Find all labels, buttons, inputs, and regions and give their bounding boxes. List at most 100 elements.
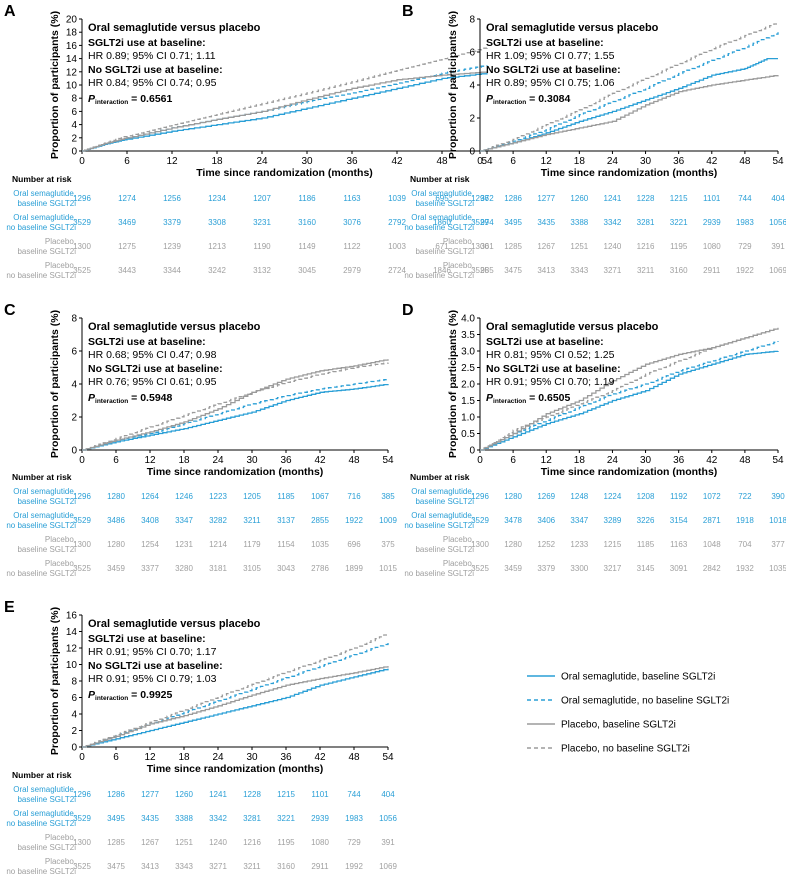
risk-cell: 1280 (107, 540, 125, 549)
risk-cell: 1048 (703, 540, 721, 549)
x-tick-label: 54 (382, 752, 394, 763)
x-tick-label: 42 (706, 156, 718, 167)
risk-cell: 1231 (175, 540, 193, 549)
annotation-hr-no-sglt2i: HR 0.91; 95% CI 0.79; 1.03 (88, 673, 217, 685)
x-tick-label: 12 (166, 156, 178, 167)
risk-table-title: Number at risk (12, 770, 72, 780)
risk-cell: 1277 (537, 194, 555, 203)
risk-cell: 1215 (670, 194, 688, 203)
risk-table-title: Number at risk (410, 472, 470, 482)
x-tick-label: 24 (212, 455, 224, 466)
x-tick-label: 36 (280, 752, 292, 763)
risk-cell: 1275 (118, 242, 136, 251)
y-tick-label: 8 (469, 15, 475, 26)
risk-cell: 1101 (311, 790, 329, 799)
risk-row-label: no baseline SGLT2i (6, 569, 76, 578)
risk-row-label: Oral semaglutide, (411, 213, 474, 222)
risk-cell: 3280 (175, 564, 193, 573)
risk-cell: 1213 (208, 242, 226, 251)
panel-letter: D (402, 302, 414, 319)
y-tick-label: 2 (71, 133, 77, 144)
series-line-4 (480, 22, 779, 152)
risk-cell: 3529 (471, 218, 489, 227)
risk-row-label: Oral semaglutide, (13, 213, 76, 222)
risk-cell: 1264 (141, 492, 159, 501)
p-interaction: Pinteraction = 0.3084 (486, 93, 570, 106)
risk-cell: 1267 (141, 838, 159, 847)
risk-cell: 1003 (388, 242, 406, 251)
risk-cell: 1185 (277, 492, 295, 501)
risk-cell: 3211 (637, 266, 655, 275)
y-tick-label: 10 (66, 81, 78, 92)
risk-cell: 1983 (345, 814, 363, 823)
risk-cell: 3377 (141, 564, 159, 573)
risk-cell: 1280 (504, 492, 522, 501)
risk-row-label: no baseline SGLT2i (6, 271, 76, 280)
y-tick-label: 14 (66, 627, 78, 638)
risk-cell: 1069 (379, 862, 397, 871)
risk-cell: 3408 (141, 516, 159, 525)
risk-cell: 3221 (277, 814, 295, 823)
risk-cell: 1122 (343, 242, 361, 251)
annotation-title: Oral semaglutide versus placebo (486, 321, 659, 333)
y-tick-label: 2 (71, 413, 77, 424)
risk-cell: 3160 (277, 862, 295, 871)
risk-cell: 391 (771, 242, 785, 251)
risk-cell: 3525 (73, 266, 91, 275)
y-tick-label: 18 (66, 28, 78, 39)
risk-cell: 390 (771, 492, 785, 501)
p-interaction: Pinteraction = 0.9925 (88, 689, 172, 702)
risk-cell: 3435 (537, 218, 555, 227)
panel-d: D 0 0.5 1.0 1.5 2.0 2.5 3.0 3.5 4.0 0 6 12 18 24 30 36 42… (402, 302, 786, 578)
y-tick-label: 8 (71, 94, 77, 105)
series-line-4 (82, 362, 389, 451)
risk-row-label: Placebo, (45, 559, 76, 568)
risk-row-label: Oral semaglutide, (13, 511, 76, 520)
y-tick-label: 1.5 (461, 396, 475, 407)
risk-row-label: Placebo, (443, 237, 474, 246)
risk-cell: 744 (347, 790, 361, 799)
risk-cell: 385 (381, 492, 395, 501)
risk-cell: 1223 (209, 492, 227, 501)
risk-cell: 1186 (298, 194, 316, 203)
risk-cell: 1860 (433, 218, 451, 227)
risk-cell: 1918 (736, 516, 754, 525)
y-tick-label: 2 (71, 726, 77, 737)
y-tick-label: 0 (469, 446, 475, 457)
x-tick-label: 48 (436, 156, 448, 167)
risk-cell: 3443 (118, 266, 136, 275)
legend-label-1: Oral semaglutide, baseline SGLT2i (561, 672, 715, 683)
x-tick-label: 48 (348, 752, 360, 763)
risk-cell: 1224 (604, 492, 622, 501)
annotation-no-sglt2i-heading: No SGLT2i use at baseline: (88, 660, 223, 672)
risk-cell: 1154 (277, 540, 295, 549)
series-line-3 (82, 71, 488, 152)
risk-cell: 1296 (73, 790, 91, 799)
risk-cell: 3281 (243, 814, 261, 823)
y-tick-label: 2 (469, 114, 475, 125)
risk-cell: 1101 (703, 194, 721, 203)
x-tick-label: 42 (314, 752, 326, 763)
risk-cell: 704 (738, 540, 752, 549)
risk-cell: 1190 (253, 242, 271, 251)
x-tick-label: 12 (144, 752, 156, 763)
y-tick-label: 8 (71, 314, 77, 325)
y-axis-title: Proportion of participants (%) (49, 310, 61, 458)
annotation-title: Oral semaglutide versus placebo (88, 618, 261, 630)
risk-cell: 1260 (175, 790, 193, 799)
risk-row-label: Placebo, (45, 857, 76, 866)
risk-cell: 1214 (209, 540, 227, 549)
annotation-hr-no-sglt2i: HR 0.89; 95% CI 0.75; 1.06 (486, 77, 615, 89)
risk-cell: 1233 (570, 540, 588, 549)
annotation-hr-sglt2i: HR 0.89; 95% CI 0.71; 1.11 (88, 50, 216, 62)
risk-cell: 391 (381, 838, 395, 847)
annotation-hr-sglt2i: HR 0.81; 95% CI 0.52; 1.25 (486, 349, 615, 361)
risk-cell: 1056 (769, 218, 786, 227)
risk-cell: 1300 (471, 540, 489, 549)
risk-cell: 3525 (471, 266, 489, 275)
y-tick-label: 3.0 (461, 347, 475, 358)
x-tick-label: 6 (113, 752, 119, 763)
risk-cell: 3475 (504, 266, 522, 275)
x-tick-label: 30 (246, 455, 258, 466)
